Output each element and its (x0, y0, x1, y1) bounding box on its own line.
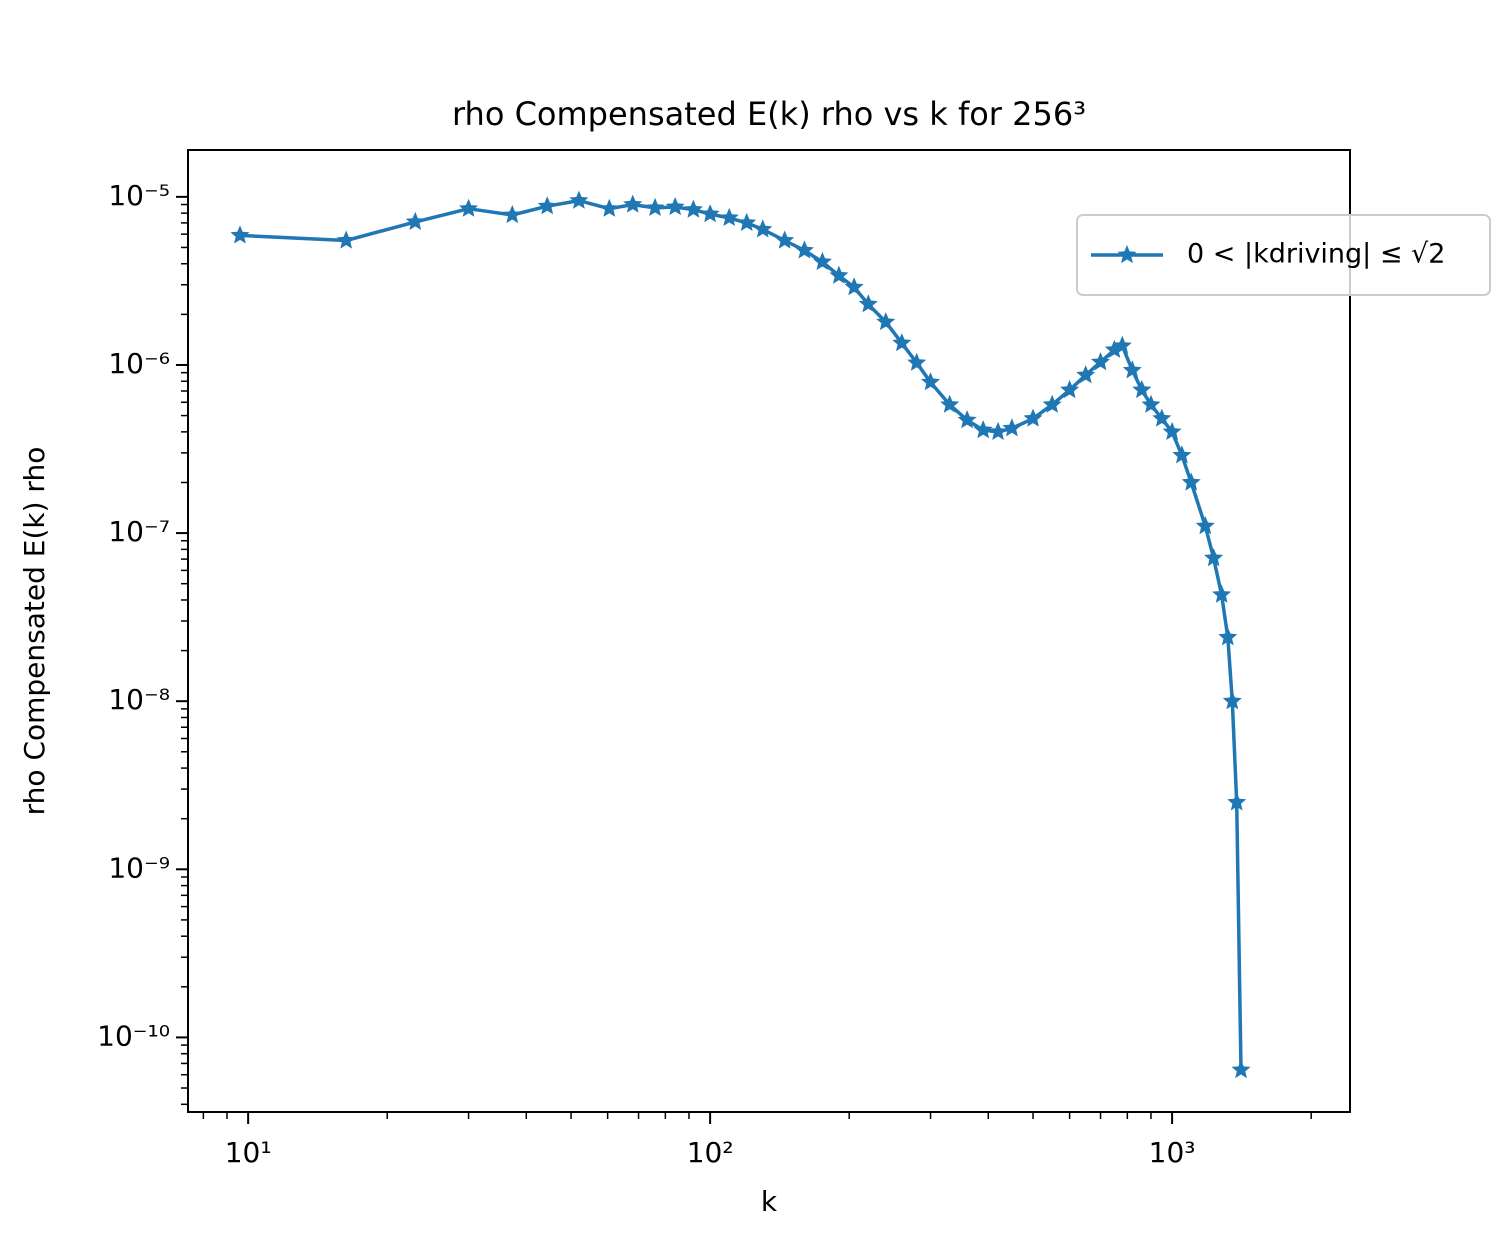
legend-label: 0 < |kdriving| ≤ √2 (1187, 239, 1445, 270)
data-marker (1002, 418, 1022, 437)
data-marker (700, 204, 720, 223)
data-marker (1112, 335, 1132, 354)
legend: 0 < |kdriving| ≤ √2 (1076, 214, 1491, 296)
series-line (239, 198, 1243, 1071)
data-marker (753, 219, 773, 238)
data-marker (921, 372, 941, 391)
y-tick-label: 10⁻⁶ (108, 347, 170, 380)
data-marker (1222, 691, 1242, 710)
y-tick-label: 10⁻⁹ (108, 851, 170, 884)
x-axis-label: k (761, 1185, 778, 1218)
data-marker (829, 265, 849, 284)
data-marker (537, 196, 557, 215)
data-marker (1076, 365, 1096, 384)
y-tick-label: 10⁻¹⁰ (97, 1019, 170, 1052)
plot-area (230, 190, 1251, 1079)
data-marker (940, 394, 960, 413)
data-marker (876, 312, 896, 331)
data-marker (1023, 408, 1043, 427)
data-marker (794, 240, 814, 259)
data-marker (569, 190, 589, 209)
data-marker (1218, 627, 1238, 646)
data-marker (230, 225, 250, 244)
data-marker (502, 205, 522, 224)
x-tick-label: 10² (687, 1136, 734, 1169)
x-tick-label: 10¹ (225, 1136, 272, 1169)
y-axis-label: rho Compensated E(k) rho (18, 447, 51, 816)
data-marker (1162, 421, 1182, 440)
data-marker (1181, 472, 1201, 491)
axes-frame (187, 149, 1351, 1113)
data-marker (1122, 360, 1142, 379)
data-marker (1227, 792, 1247, 811)
data-marker (683, 199, 703, 218)
y-tick-label: 10⁻⁷ (108, 515, 170, 548)
data-marker (1132, 380, 1152, 399)
data-marker (665, 197, 685, 216)
data-marker (1141, 394, 1161, 413)
data-marker (405, 211, 425, 230)
legend-box (1076, 214, 1491, 296)
data-marker (775, 230, 795, 249)
data-marker (645, 197, 665, 216)
y-tick-label: 10⁻⁵ (108, 179, 170, 212)
data-marker (1091, 352, 1111, 371)
data-marker (1042, 394, 1062, 413)
legend-marker (1117, 245, 1137, 264)
data-marker (957, 410, 977, 429)
data-marker (973, 420, 993, 439)
data-marker (599, 198, 619, 217)
data-marker (858, 294, 878, 313)
data-marker (459, 198, 479, 217)
data-marker (1204, 548, 1224, 567)
data-marker (1172, 445, 1192, 464)
data-marker (988, 421, 1008, 440)
data-marker (907, 352, 927, 371)
chart-title: rho Compensated E(k) rho vs k for 256³ (452, 95, 1086, 133)
data-marker (1104, 339, 1124, 358)
data-marker (844, 277, 864, 296)
data-marker (336, 230, 356, 249)
data-marker (1060, 380, 1080, 399)
data-marker (892, 333, 912, 352)
data-marker (812, 252, 832, 270)
data-marker (1152, 408, 1172, 427)
data-marker (737, 212, 757, 231)
y-tick-label: 10⁻⁸ (108, 683, 170, 716)
x-tick-label: 10³ (1149, 1136, 1196, 1169)
data-marker (1231, 1060, 1251, 1079)
data-marker (1212, 584, 1232, 603)
data-marker (623, 194, 643, 213)
data-marker (719, 207, 739, 226)
data-marker (1195, 516, 1215, 535)
